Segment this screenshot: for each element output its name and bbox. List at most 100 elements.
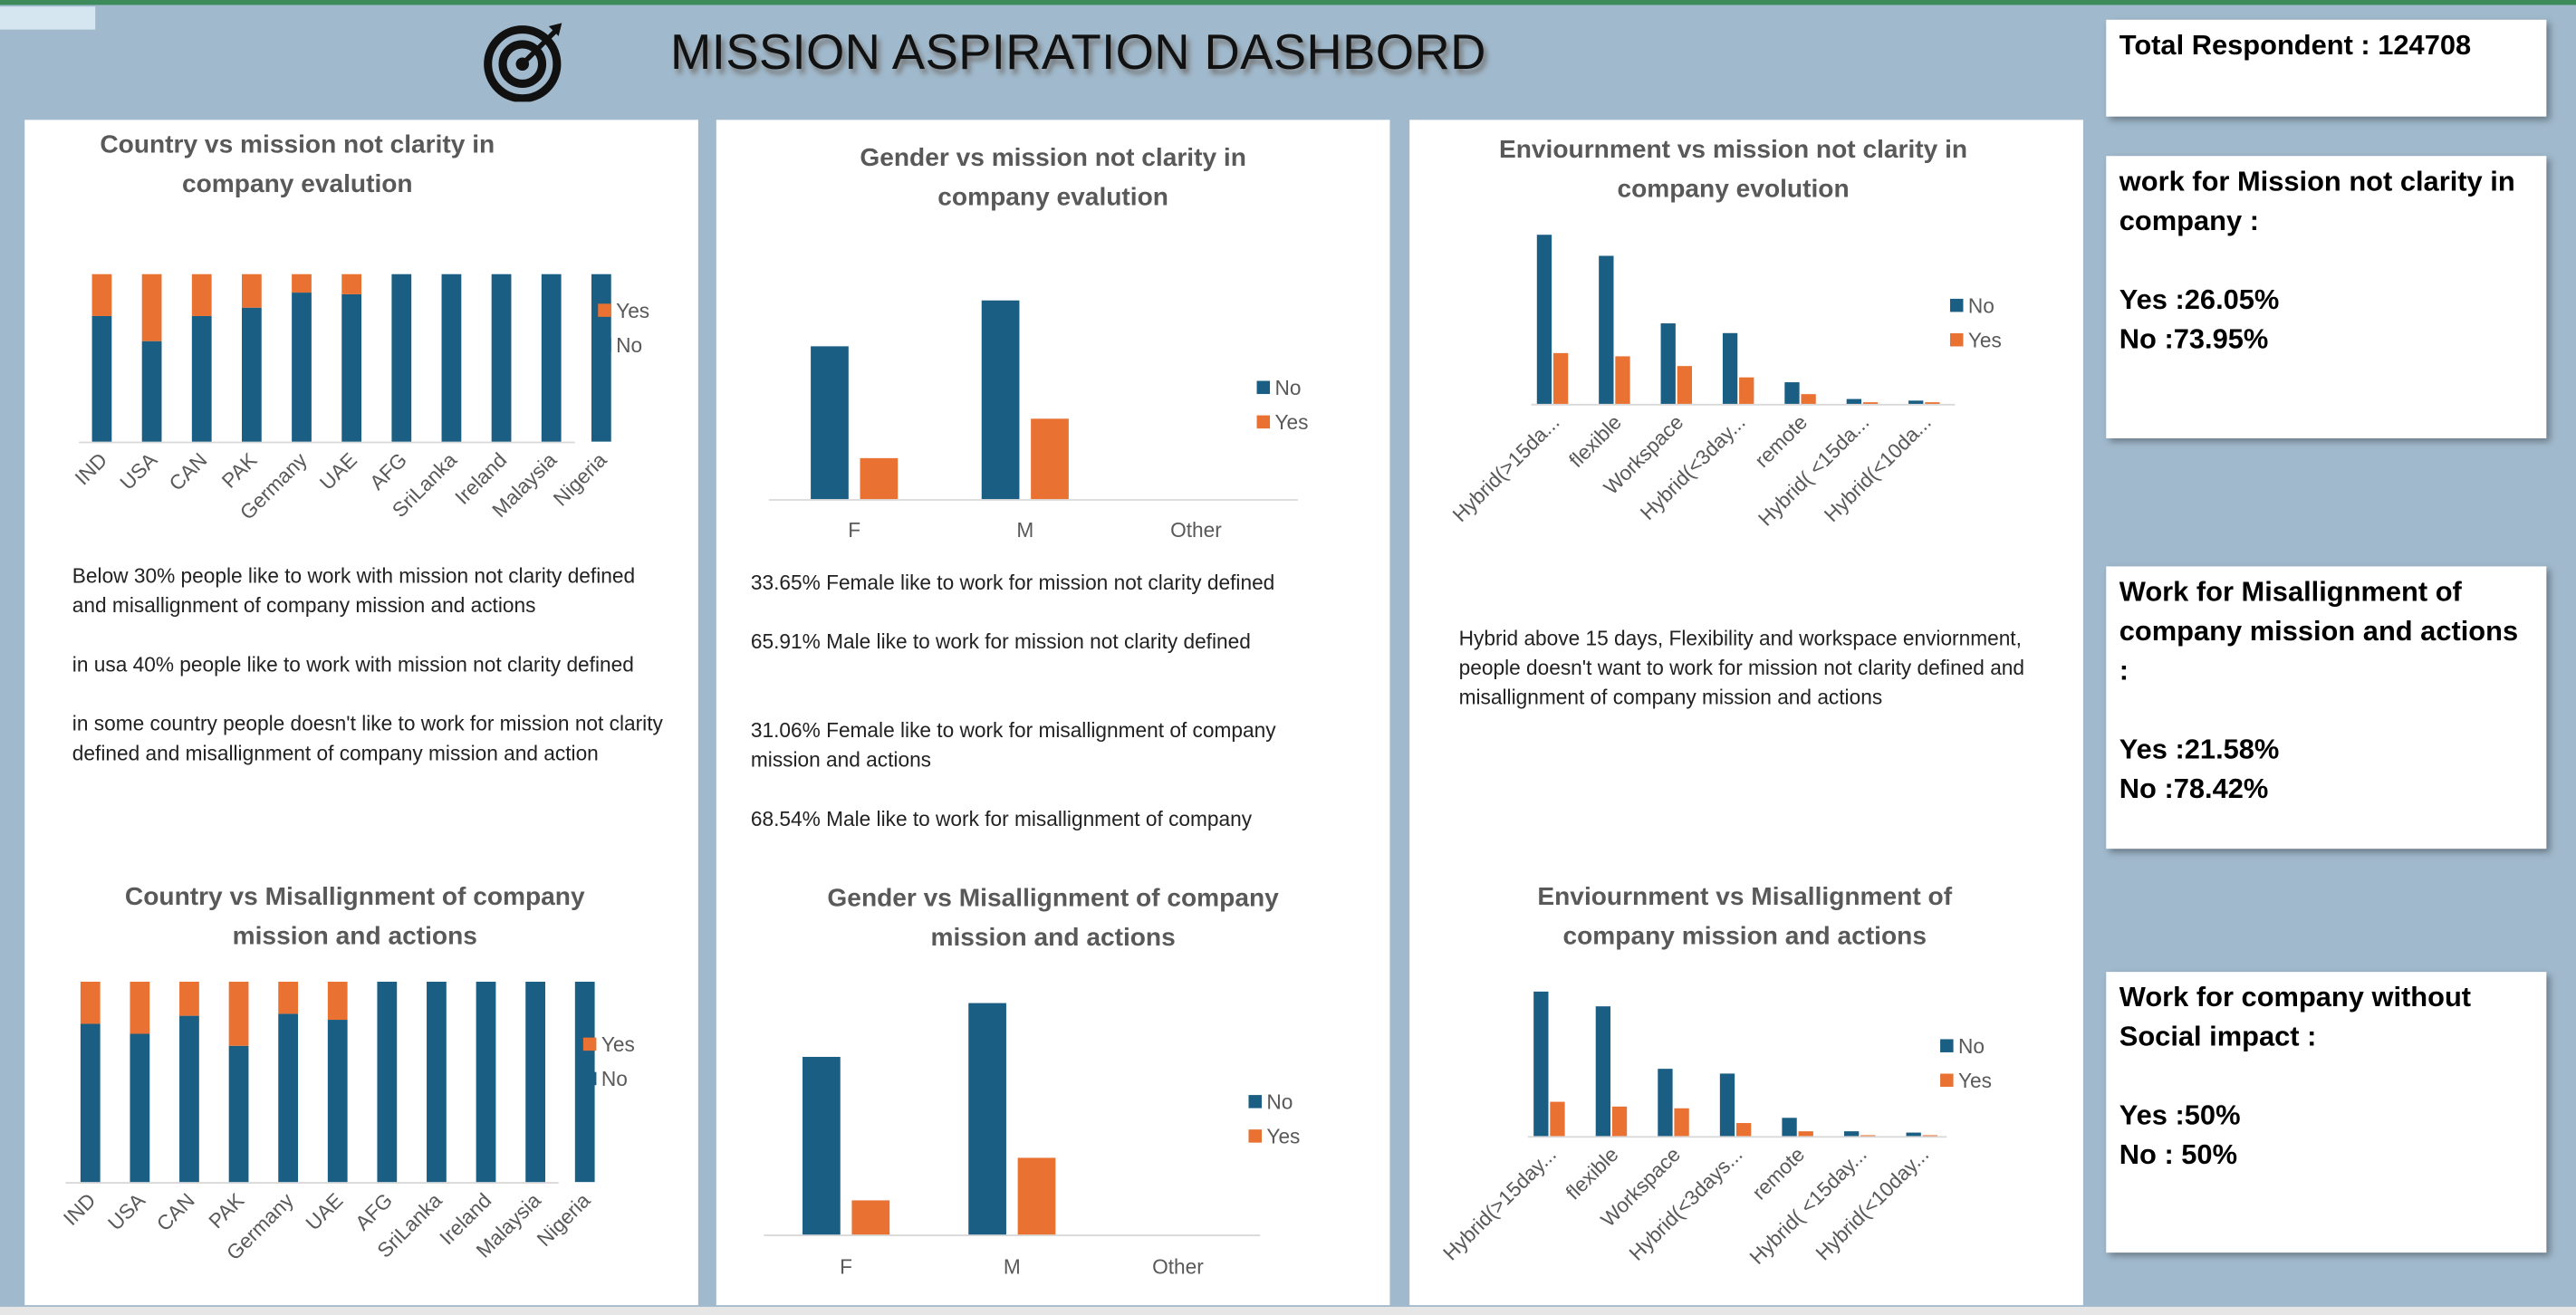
kpi-no: No :78.42% xyxy=(2119,773,2269,805)
bar xyxy=(1595,1006,1611,1137)
x-tick-label: remote xyxy=(1750,410,1812,472)
x-tick-label: M xyxy=(1004,1255,1021,1279)
bar xyxy=(1843,1131,1860,1137)
legend-swatch xyxy=(582,1071,597,1086)
annotation-block: 33.65% Female like to work for mission n… xyxy=(751,568,1329,863)
x-tick-label: Hybrid(<10da... xyxy=(1820,410,1936,526)
bar xyxy=(1739,377,1754,404)
x-tick-label: CAN xyxy=(164,448,211,495)
bar-segment xyxy=(241,307,262,442)
legend-label: No xyxy=(616,333,642,357)
bar-segment xyxy=(327,1020,348,1183)
annotation: Hybrid above 15 days, Flexibility and wo… xyxy=(1458,627,2022,650)
legend-swatch xyxy=(1940,1073,1954,1088)
panel xyxy=(1409,120,2083,1306)
bar xyxy=(1784,382,1800,404)
bar xyxy=(1550,1101,1565,1137)
legend-label: Yes xyxy=(1266,1125,1300,1148)
legend-label: No xyxy=(1958,1034,1985,1058)
annotation: 33.65% Female like to work for mission n… xyxy=(750,571,1275,595)
x-tick-label: USA xyxy=(103,1187,150,1234)
legend-label: No xyxy=(1968,293,1994,317)
x-tick-label: remote xyxy=(1747,1142,1809,1204)
legend-swatch xyxy=(1248,1095,1262,1109)
bar xyxy=(1017,1157,1056,1235)
bar-segment xyxy=(476,982,496,1183)
legend-label: Yes xyxy=(1968,328,2002,351)
bar-segment xyxy=(91,274,112,316)
legend-label: Yes xyxy=(616,299,649,322)
bar xyxy=(1735,1123,1752,1137)
bar-segment xyxy=(427,982,447,1183)
bar-segment xyxy=(141,274,162,341)
x-tick-label: Hybrid(<3days... xyxy=(1624,1142,1747,1264)
chart-title: Enviournment vs mission not clarity in c… xyxy=(1498,136,1968,204)
x-tick-label: F xyxy=(840,1255,852,1279)
bar xyxy=(1908,400,1924,404)
bar xyxy=(1722,332,1738,404)
bar xyxy=(1801,394,1816,404)
bar-segment xyxy=(292,274,312,293)
bar-segment xyxy=(525,982,545,1183)
x-tick-label: Hybrid( <15da... xyxy=(1754,410,1874,531)
annotation: in some country people doesn't like to w… xyxy=(72,712,663,765)
x-tick-label: Other xyxy=(1152,1255,1204,1279)
bar-segment xyxy=(341,274,362,294)
kpi-yes: Yes :26.05% xyxy=(2119,283,2280,316)
bar xyxy=(1536,235,1552,404)
legend-label: No xyxy=(601,1067,628,1090)
x-tick-label: USA xyxy=(115,447,162,494)
annotation: 31.06% Female like to work for misallign… xyxy=(750,718,1276,772)
chart-title: Gender vs mission not clarity in company… xyxy=(860,144,1246,212)
x-tick-label: CAN xyxy=(152,1188,199,1235)
chart-title: Enviournment vs Misallignment of company… xyxy=(1537,883,1953,951)
kpi-heading: Work for company without Social impact : xyxy=(2119,982,2472,1052)
name-box xyxy=(0,6,96,30)
kpi-yes: Yes :21.58% xyxy=(2119,734,2280,765)
bar-segment xyxy=(80,1023,101,1183)
bar xyxy=(1674,1108,1689,1137)
bar-segment xyxy=(278,1013,299,1183)
bar-segment xyxy=(341,293,362,442)
annotation: Below 30% people like to work with missi… xyxy=(72,564,636,618)
bar xyxy=(968,1003,1006,1235)
bar-segment xyxy=(441,274,462,442)
bar-segment xyxy=(491,274,512,442)
bar-segment xyxy=(141,341,162,442)
kpi-heading: work for Mission not clarity in company … xyxy=(2119,166,2515,237)
annotation-block: Below 30% people like to work with missi… xyxy=(72,562,668,798)
kpi-card: Total Respondent : 124708 xyxy=(2106,19,2547,117)
legend-label: No xyxy=(1274,376,1301,399)
bar xyxy=(1922,1135,1937,1137)
bar xyxy=(1599,255,1614,404)
bar xyxy=(803,1056,841,1235)
legend-label: Yes xyxy=(601,1032,635,1056)
bar xyxy=(1677,366,1693,404)
bar xyxy=(1862,402,1879,404)
bar-segment xyxy=(278,982,299,1014)
bar-segment xyxy=(179,982,199,1016)
x-tick-label: Other xyxy=(1170,518,1222,542)
bar xyxy=(1660,323,1676,404)
x-tick-label: UAE xyxy=(301,1188,347,1234)
bar xyxy=(1925,402,1940,404)
kpi-yes: Yes :50% xyxy=(2119,1099,2241,1131)
bar-segment xyxy=(591,274,611,442)
bar xyxy=(1782,1118,1797,1137)
legend-swatch xyxy=(1949,332,1964,347)
legend-swatch xyxy=(598,303,611,317)
bar xyxy=(1798,1131,1813,1137)
bar xyxy=(1846,398,1862,404)
x-tick-label: F xyxy=(848,518,860,542)
bar xyxy=(1719,1073,1735,1137)
kpi-no: No :73.95% xyxy=(2119,323,2269,355)
legend-swatch xyxy=(582,1037,597,1051)
kpi-card: Work for Misallignment of company missio… xyxy=(2106,566,2547,849)
bar xyxy=(1611,1106,1628,1137)
bar-segment xyxy=(241,274,262,308)
bar-segment xyxy=(391,274,412,442)
bar xyxy=(1906,1132,1921,1137)
bar xyxy=(1658,1069,1673,1137)
